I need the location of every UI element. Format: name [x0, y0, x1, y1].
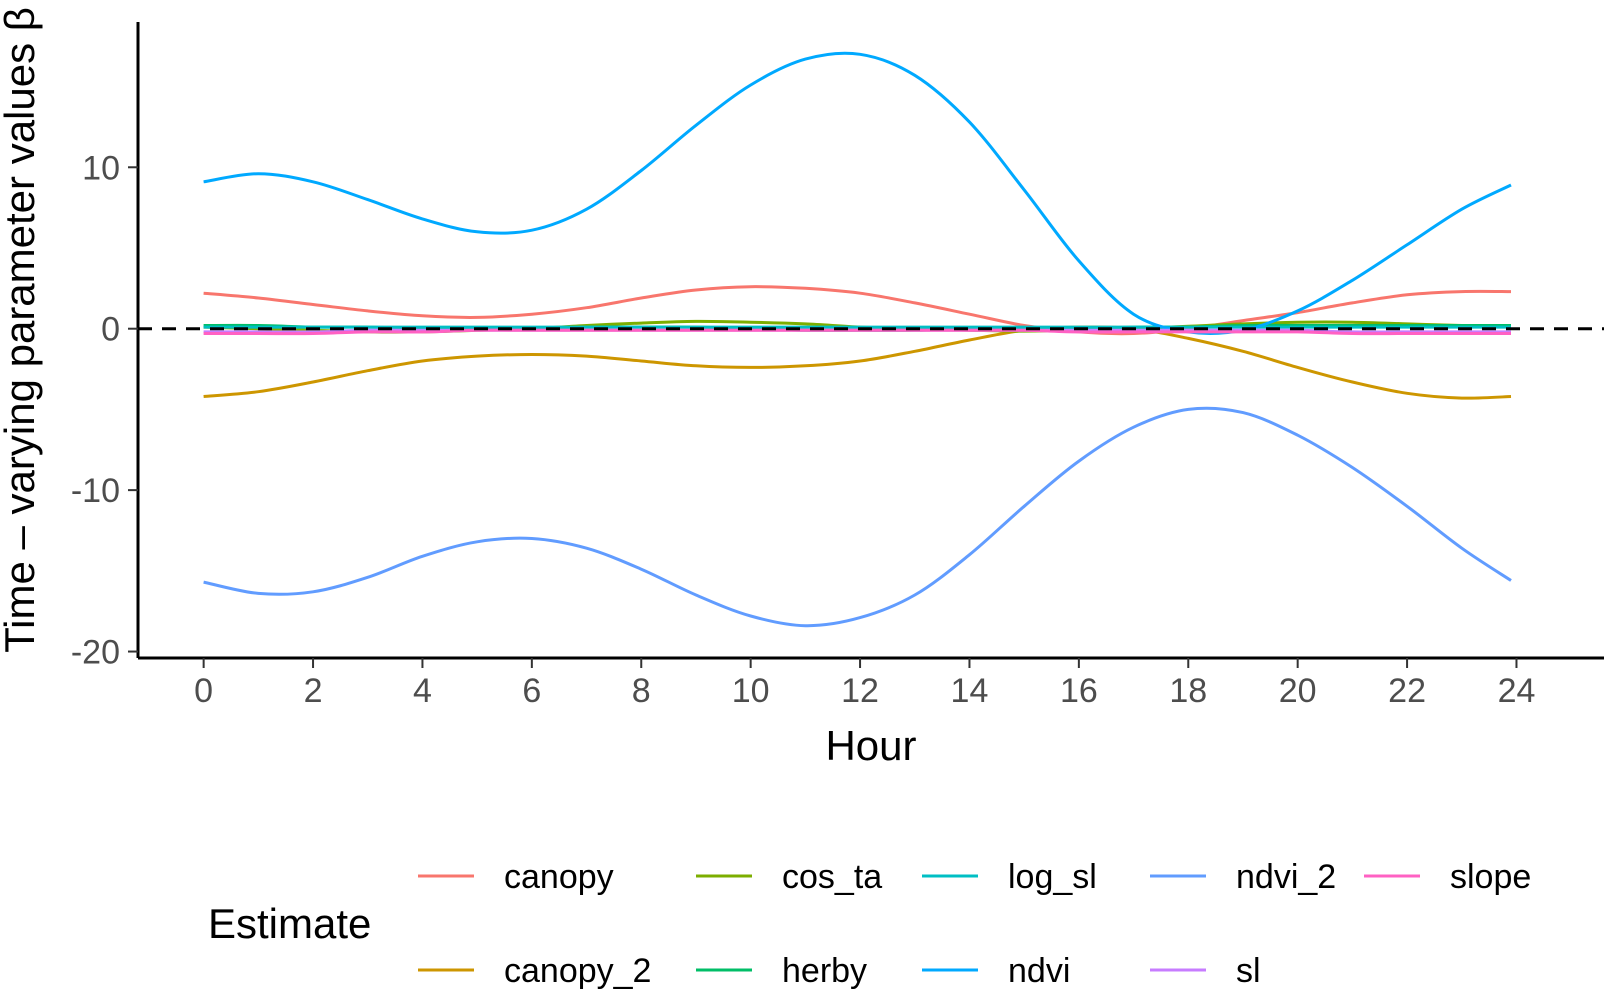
x-tick-label: 10 — [732, 672, 770, 710]
series-line-ndvi-2 — [203, 406, 1512, 628]
x-tick-label: 24 — [1498, 672, 1536, 710]
legend-label-ndvi-2: ndvi_2 — [1236, 858, 1336, 896]
x-tick-label: 8 — [632, 672, 651, 710]
y-axis-title: Time – varying parameter values β — [0, 7, 43, 653]
legend-label-cos-ta: cos_ta — [782, 858, 882, 896]
legend-title: Estimate — [208, 900, 371, 947]
x-tick-label: 14 — [951, 672, 989, 710]
series-line-canopy — [203, 285, 1512, 336]
series-line-canopy-2 — [203, 325, 1512, 400]
x-tick-label: 16 — [1060, 672, 1098, 710]
x-tick-label: 0 — [194, 672, 213, 710]
x-tick-label: 4 — [413, 672, 432, 710]
y-tick-label: 0 — [101, 311, 120, 349]
y-tick-label: -20 — [71, 634, 120, 672]
series-lines — [203, 51, 1512, 628]
y-tick-label: -10 — [71, 472, 120, 510]
x-axis-title: Hour — [825, 722, 916, 769]
x-tick-label: 18 — [1169, 672, 1207, 710]
legend-label-sl: sl — [1236, 952, 1261, 990]
x-tick-label: 6 — [522, 672, 541, 710]
legend-label-herby: herby — [782, 952, 867, 990]
axes — [136, 22, 1604, 660]
legend-label-canopy-2: canopy_2 — [504, 952, 651, 990]
legend-label-log-sl: log_sl — [1008, 858, 1097, 896]
x-tick-label: 2 — [304, 672, 323, 710]
legend-label-slope: slope — [1450, 858, 1531, 896]
x-tick-label: 12 — [841, 672, 879, 710]
x-tick-label: 20 — [1279, 672, 1317, 710]
series-line-slope — [203, 328, 1511, 336]
series-line-ndvi — [203, 51, 1512, 336]
y-tick-label: 10 — [82, 149, 120, 187]
x-tick-label: 22 — [1388, 672, 1426, 710]
legend-label-ndvi: ndvi — [1008, 952, 1070, 990]
legend-label-canopy: canopy — [504, 858, 614, 896]
